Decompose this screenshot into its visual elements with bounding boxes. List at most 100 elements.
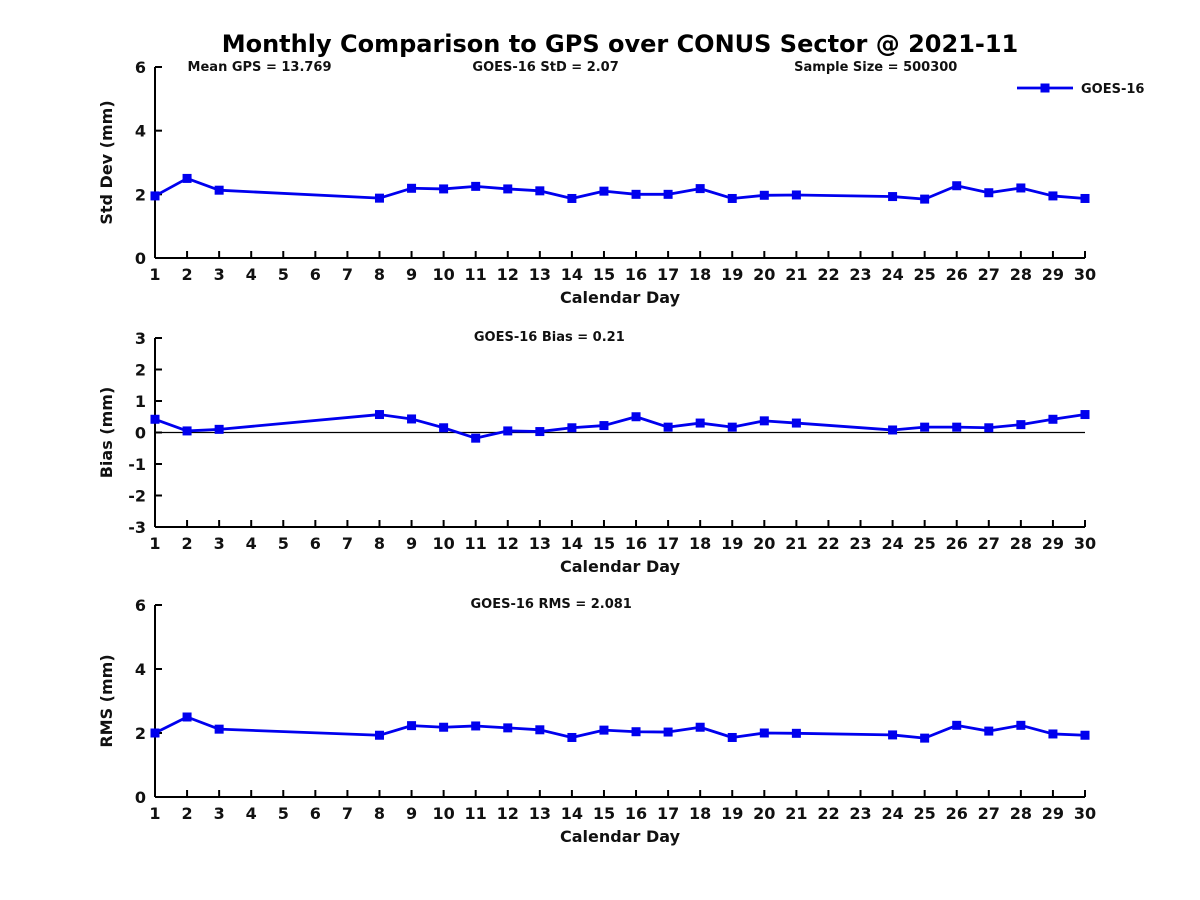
bias-xtick-label: 1 <box>149 534 160 553</box>
bias-marker <box>535 427 545 437</box>
stddev-marker <box>952 181 962 191</box>
stddev-xtick-label: 28 <box>1010 265 1032 284</box>
bias-marker <box>182 426 192 436</box>
bias-marker <box>727 422 737 432</box>
stddev-marker <box>1048 191 1058 201</box>
rms-xtick-label: 19 <box>721 804 743 823</box>
stddev-line <box>153 177 1087 201</box>
rms-marker <box>567 732 577 742</box>
bias-xtick-label: 23 <box>849 534 871 553</box>
rms-marker <box>150 728 160 738</box>
bias-marker <box>503 426 513 436</box>
rms-xtick-label: 9 <box>406 804 417 823</box>
rms-xtick-label: 30 <box>1074 804 1096 823</box>
bias-marker <box>663 422 673 432</box>
stddev-annotation: Sample Size = 500300 <box>794 60 957 75</box>
stddev-marker <box>214 185 224 195</box>
stddev-marker <box>1080 193 1090 203</box>
rms-marker <box>535 725 545 735</box>
rms-xtick-label: 3 <box>214 804 225 823</box>
stddev-marker <box>374 193 384 203</box>
bias-ytick-label: 1 <box>135 392 146 411</box>
bias-annotation: GOES-16 Bias = 0.21 <box>474 330 625 345</box>
rms-marker <box>952 720 962 730</box>
stddev-xaxis-label: Calendar Day <box>560 288 681 307</box>
stddev-marker <box>727 193 737 203</box>
bias-xtick-label: 17 <box>657 534 679 553</box>
stddev-yaxis-label: Std Dev (mm) <box>97 100 116 224</box>
rms-marker <box>791 728 801 738</box>
rms-marker <box>727 732 737 742</box>
rms-xtick-label: 27 <box>978 804 1000 823</box>
bias-marker <box>952 422 962 432</box>
rms-xtick-label: 28 <box>1010 804 1032 823</box>
stddev-xtick-label: 25 <box>914 265 936 284</box>
stddev-xtick-label: 6 <box>310 265 321 284</box>
bias-marker <box>439 423 449 433</box>
stddev-marker <box>599 186 609 196</box>
stddev-ytick-label: 6 <box>135 58 146 77</box>
rms-xtick-label: 17 <box>657 804 679 823</box>
bias-xtick-label: 6 <box>310 534 321 553</box>
bias-xtick-label: 9 <box>406 534 417 553</box>
rms-xtick-label: 5 <box>278 804 289 823</box>
rms-xtick-label: 1 <box>149 804 160 823</box>
stddev-xtick-label: 23 <box>849 265 871 284</box>
rms-ytick-label: 0 <box>135 788 146 807</box>
rms-xtick-label: 6 <box>310 804 321 823</box>
stddev-xtick-label: 4 <box>246 265 257 284</box>
rms-xtick-label: 4 <box>246 804 257 823</box>
rms-xtick-label: 7 <box>342 804 353 823</box>
bias-yaxis-label: Bias (mm) <box>97 387 116 479</box>
stddev-xtick-label: 13 <box>529 265 551 284</box>
rms-marker <box>920 733 930 743</box>
rms-line <box>153 715 1087 740</box>
legend-label: GOES-16 <box>1081 82 1144 97</box>
stddev-xtick-label: 19 <box>721 265 743 284</box>
stddev-xtick-label: 29 <box>1042 265 1064 284</box>
bias-xtick-label: 3 <box>214 534 225 553</box>
bias-marker <box>567 423 577 433</box>
rms-xtick-label: 16 <box>625 804 647 823</box>
rms-marker <box>439 722 449 732</box>
stddev-xtick-label: 17 <box>657 265 679 284</box>
rms-series-GOES-16 <box>150 712 1090 743</box>
rms-ytick-label: 6 <box>135 596 146 615</box>
rms-marker <box>407 721 417 731</box>
bias-xaxis-label: Calendar Day <box>560 557 681 575</box>
stddev-xtick-label: 10 <box>432 265 454 284</box>
stddev-marker <box>920 194 930 204</box>
stddev-ytick-label: 0 <box>135 249 146 268</box>
stddev-xtick-label: 7 <box>342 265 353 284</box>
bias-marker <box>1048 414 1058 424</box>
rms-marker <box>182 712 192 722</box>
rms-xtick-label: 2 <box>181 804 192 823</box>
bias-series-GOES-16 <box>150 410 1090 443</box>
rms-xtick-label: 26 <box>946 804 968 823</box>
stddev-marker <box>695 184 705 194</box>
rms-marker <box>503 723 513 733</box>
stddev-marker <box>759 190 769 200</box>
stddev-xtick-label: 5 <box>278 265 289 284</box>
stddev-xtick-label: 20 <box>753 265 775 284</box>
bias-ytick-label: 2 <box>135 361 146 380</box>
bias-ytick-label: -1 <box>128 455 146 474</box>
bias-xtick-label: 2 <box>181 534 192 553</box>
stddev-marker <box>471 181 481 191</box>
bias-marker <box>374 410 384 420</box>
stddev-marker <box>182 173 192 183</box>
stddev-xtick-label: 21 <box>785 265 807 284</box>
stddev-xtick-label: 26 <box>946 265 968 284</box>
stddev-xtick-label: 15 <box>593 265 615 284</box>
stddev-xtick-label: 12 <box>497 265 519 284</box>
legend: GOES-16 <box>1017 82 1144 97</box>
rms-marker <box>214 724 224 734</box>
rms-xtick-label: 15 <box>593 804 615 823</box>
stddev-xtick-label: 16 <box>625 265 647 284</box>
bias-xtick-label: 18 <box>689 534 711 553</box>
stddev-xtick-label: 9 <box>406 265 417 284</box>
rms-ytick-label: 2 <box>135 724 146 743</box>
bias-xtick-label: 14 <box>561 534 583 553</box>
